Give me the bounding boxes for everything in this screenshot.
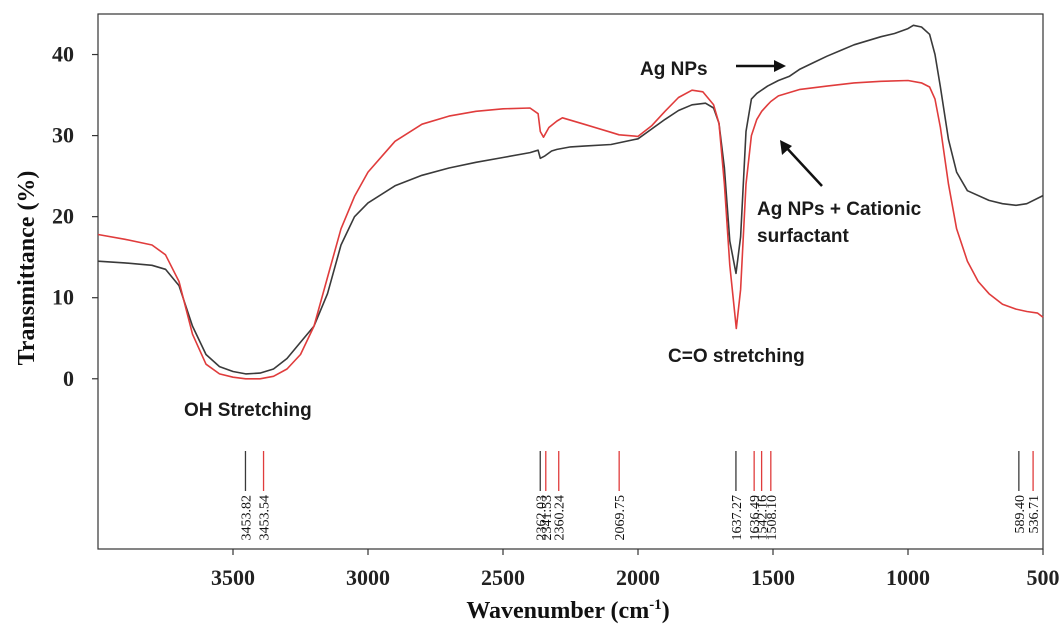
plot-frame xyxy=(97,13,1044,550)
y-tick-label: 20 xyxy=(52,204,74,229)
series-line-ag-nps-surfactant xyxy=(97,79,1044,380)
x-tick-label: 1500 xyxy=(751,565,795,590)
y-tick-label: 10 xyxy=(52,285,74,310)
x-axis-ticks: 3500 3000 2500 2000 1500 1000 500 xyxy=(211,549,1059,590)
peak-label: 589.40 xyxy=(1013,495,1028,534)
peak-label: 1637.27 xyxy=(730,495,745,541)
annotation-c-o-stretching: C=O stretching xyxy=(668,346,805,367)
peak-label: 536.71 xyxy=(1027,495,1042,534)
y-tick-label: 0 xyxy=(63,366,74,391)
x-tick-label: 1000 xyxy=(886,565,930,590)
y-tick-label: 30 xyxy=(52,123,74,148)
arrow-surfactant-head xyxy=(780,140,792,155)
peak-label: 3453.54 xyxy=(258,495,273,541)
peak-label: 1508.10 xyxy=(765,495,780,541)
x-tick-label: 2500 xyxy=(481,565,525,590)
y-axis-title: Transmittance (%) xyxy=(14,171,40,366)
x-axis-title: Wavenumber (cm-1) xyxy=(466,597,669,624)
arrow-ag-nps-head xyxy=(774,60,786,72)
y-axis-ticks: 0 10 20 30 40 xyxy=(52,42,98,391)
x-tick-label: 3500 xyxy=(211,565,255,590)
series-layer xyxy=(97,24,1044,380)
annotation-surfactant-line1: Ag NPs + Cationic xyxy=(757,199,922,220)
peak-label: 2069.75 xyxy=(613,495,628,541)
arrow-surfactant xyxy=(783,144,823,187)
peak-label: 2341.53 xyxy=(540,495,555,541)
plot-border xyxy=(97,13,1044,550)
annotation-ag-nps: Ag NPs xyxy=(640,59,708,80)
peak-label: 3453.82 xyxy=(239,495,254,541)
x-tick-label: 3000 xyxy=(346,565,390,590)
series-line-ag-nps xyxy=(97,24,1044,375)
peak-label: 1636.49 xyxy=(748,495,763,541)
annotation-oh-stretching: OH Stretching xyxy=(184,400,312,421)
x-tick-label: 500 xyxy=(1027,565,1059,590)
x-tick-label: 2000 xyxy=(616,565,660,590)
peak-label: 1542.16 xyxy=(756,495,771,541)
annotation-surfactant-line2: surfactant xyxy=(757,226,850,247)
y-tick-label: 40 xyxy=(52,42,74,67)
peak-label: 2362.03 xyxy=(534,495,549,541)
peak-label: 2360.24 xyxy=(553,495,568,541)
annotations: Ag NPs Ag NPs + Cationic surfactant C=O … xyxy=(184,59,922,421)
